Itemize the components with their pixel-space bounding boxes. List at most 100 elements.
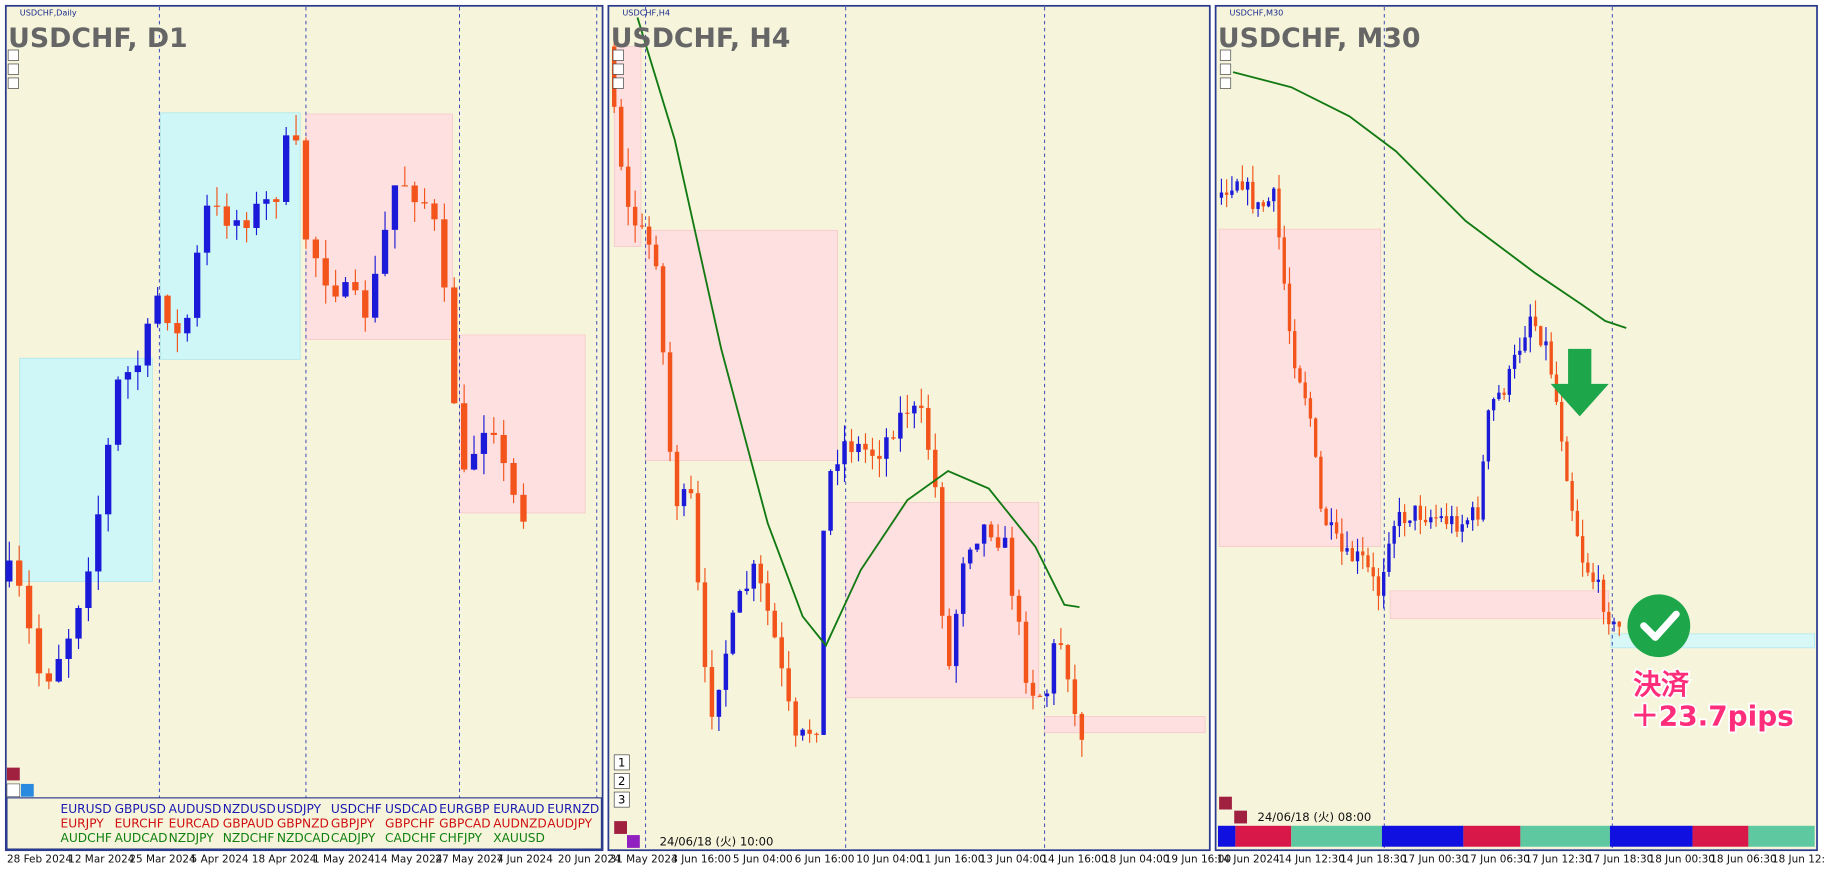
- trend-strip: [1217, 825, 1236, 847]
- date-label: 11 Jun 16:00: [918, 854, 984, 866]
- date-label: 17 Jun 18:30: [1587, 854, 1653, 866]
- symbol-link[interactable]: USDJPY: [277, 802, 322, 816]
- candle-body: [660, 266, 666, 353]
- symbol-link[interactable]: CADCHF: [385, 831, 436, 845]
- candle-body: [1560, 401, 1564, 442]
- date-label: 17 Jun 06:30: [1464, 854, 1530, 866]
- candle-body: [744, 588, 750, 592]
- candle-body: [45, 673, 53, 682]
- date-label: 14 Jun 12:30: [1278, 854, 1344, 866]
- date-label: 1 May 2024: [313, 854, 375, 866]
- zone: [19, 357, 153, 582]
- symbol-link[interactable]: EURNZD: [547, 802, 599, 816]
- candle-body: [55, 658, 62, 682]
- candle-body: [1497, 392, 1501, 400]
- info-icon: [627, 835, 640, 848]
- candle-body: [114, 379, 122, 445]
- candle-body: [95, 514, 102, 572]
- candle-body: [302, 140, 310, 240]
- candle-body: [1240, 181, 1245, 190]
- candle-body: [16, 560, 23, 586]
- candle-body: [381, 229, 389, 274]
- scale-button: [1219, 77, 1232, 89]
- candle-body: [653, 244, 659, 267]
- symbol-link[interactable]: EURCHF: [115, 817, 164, 831]
- symbol-link[interactable]: AUDJPY: [547, 817, 592, 831]
- preset-button[interactable]: [613, 754, 630, 771]
- symbol-link[interactable]: AUDUSD: [169, 802, 222, 816]
- candle-body: [75, 608, 82, 639]
- symbol-link[interactable]: USDCAD: [385, 802, 437, 816]
- candle-body: [1245, 181, 1250, 190]
- candle-body: [856, 443, 861, 453]
- symbol-link[interactable]: AUDCHF: [60, 831, 111, 845]
- symbol-link[interactable]: AUDCAD: [115, 831, 168, 845]
- candle-body: [1596, 579, 1601, 582]
- symbol-link[interactable]: GBPAUD: [223, 817, 274, 831]
- scale-button: [612, 63, 624, 75]
- candle-body: [793, 701, 798, 736]
- trend-strip: [1692, 825, 1749, 847]
- candle-body: [974, 543, 980, 550]
- preset-button[interactable]: [613, 791, 630, 808]
- check-badge: [1627, 594, 1691, 658]
- candle-body: [905, 412, 910, 414]
- candle-body: [1340, 533, 1344, 552]
- candle-body: [884, 437, 889, 459]
- candle-body: [1539, 326, 1543, 346]
- symbol-link[interactable]: GBPCAD: [439, 817, 490, 831]
- zone: [1389, 590, 1610, 620]
- candle-body: [1450, 516, 1454, 525]
- symbol-link[interactable]: CADJPY: [331, 831, 376, 845]
- date-label: 28 Feb 2024: [7, 854, 72, 866]
- symbol-link[interactable]: NZDCAD: [277, 831, 330, 845]
- candle-body: [1224, 192, 1229, 195]
- candle-body: [912, 405, 917, 414]
- candle-body: [1586, 562, 1590, 573]
- symbol-link[interactable]: USDCHF: [331, 802, 382, 816]
- symbol-link[interactable]: EURUSD: [60, 802, 111, 816]
- symbol-link[interactable]: EURGBP: [439, 802, 489, 816]
- candle-body: [391, 185, 399, 230]
- date-label: 5 Jun 04:00: [733, 854, 793, 866]
- candle-body: [85, 571, 92, 609]
- symbol-link[interactable]: GBPUSD: [115, 802, 166, 816]
- symbol-link[interactable]: CHFJPY: [439, 831, 482, 845]
- date-label: 7 Jun 2024: [497, 854, 554, 866]
- symbol-link[interactable]: EURJPY: [60, 817, 104, 831]
- candle-body: [1528, 316, 1532, 338]
- candle-body: [1486, 410, 1491, 462]
- symbol-link[interactable]: EURCAD: [169, 817, 220, 831]
- candle-body: [611, 46, 617, 107]
- symbol-link[interactable]: EURAUD: [493, 802, 544, 816]
- candle-body: [1465, 520, 1470, 525]
- candle-body: [1219, 192, 1224, 198]
- candle-body: [1037, 695, 1043, 697]
- candle-body: [362, 290, 369, 318]
- candle-body: [988, 524, 994, 538]
- candle-body: [1460, 524, 1464, 532]
- symbol-link[interactable]: GBPCHF: [385, 817, 435, 831]
- candle-body: [292, 135, 300, 141]
- candle-body: [1518, 350, 1522, 355]
- symbol-link[interactable]: GBPJPY: [331, 817, 375, 831]
- preset-button[interactable]: [613, 773, 630, 789]
- candle-body: [1051, 643, 1057, 694]
- candle-body: [1444, 516, 1449, 525]
- symbol-link[interactable]: NZDCHF: [223, 831, 275, 845]
- close-icon: [614, 821, 627, 834]
- candle-body: [263, 199, 270, 204]
- candle-body: [863, 443, 868, 450]
- candle-body: [842, 441, 847, 465]
- candle-body: [500, 434, 507, 464]
- symbol-link[interactable]: NZDJPY: [169, 831, 215, 845]
- candle-body: [723, 653, 729, 690]
- candle-body: [702, 582, 708, 668]
- date-label: 14 Jun 18:30: [1340, 854, 1406, 866]
- symbol-link[interactable]: AUDNZD: [493, 817, 547, 831]
- symbol-link[interactable]: XAUUSD: [493, 831, 545, 845]
- candle-body: [835, 464, 840, 471]
- date-label: 3 Jun 16:00: [671, 854, 731, 866]
- symbol-link[interactable]: GBPNZD: [277, 817, 329, 831]
- symbol-link[interactable]: NZDUSD: [223, 802, 276, 816]
